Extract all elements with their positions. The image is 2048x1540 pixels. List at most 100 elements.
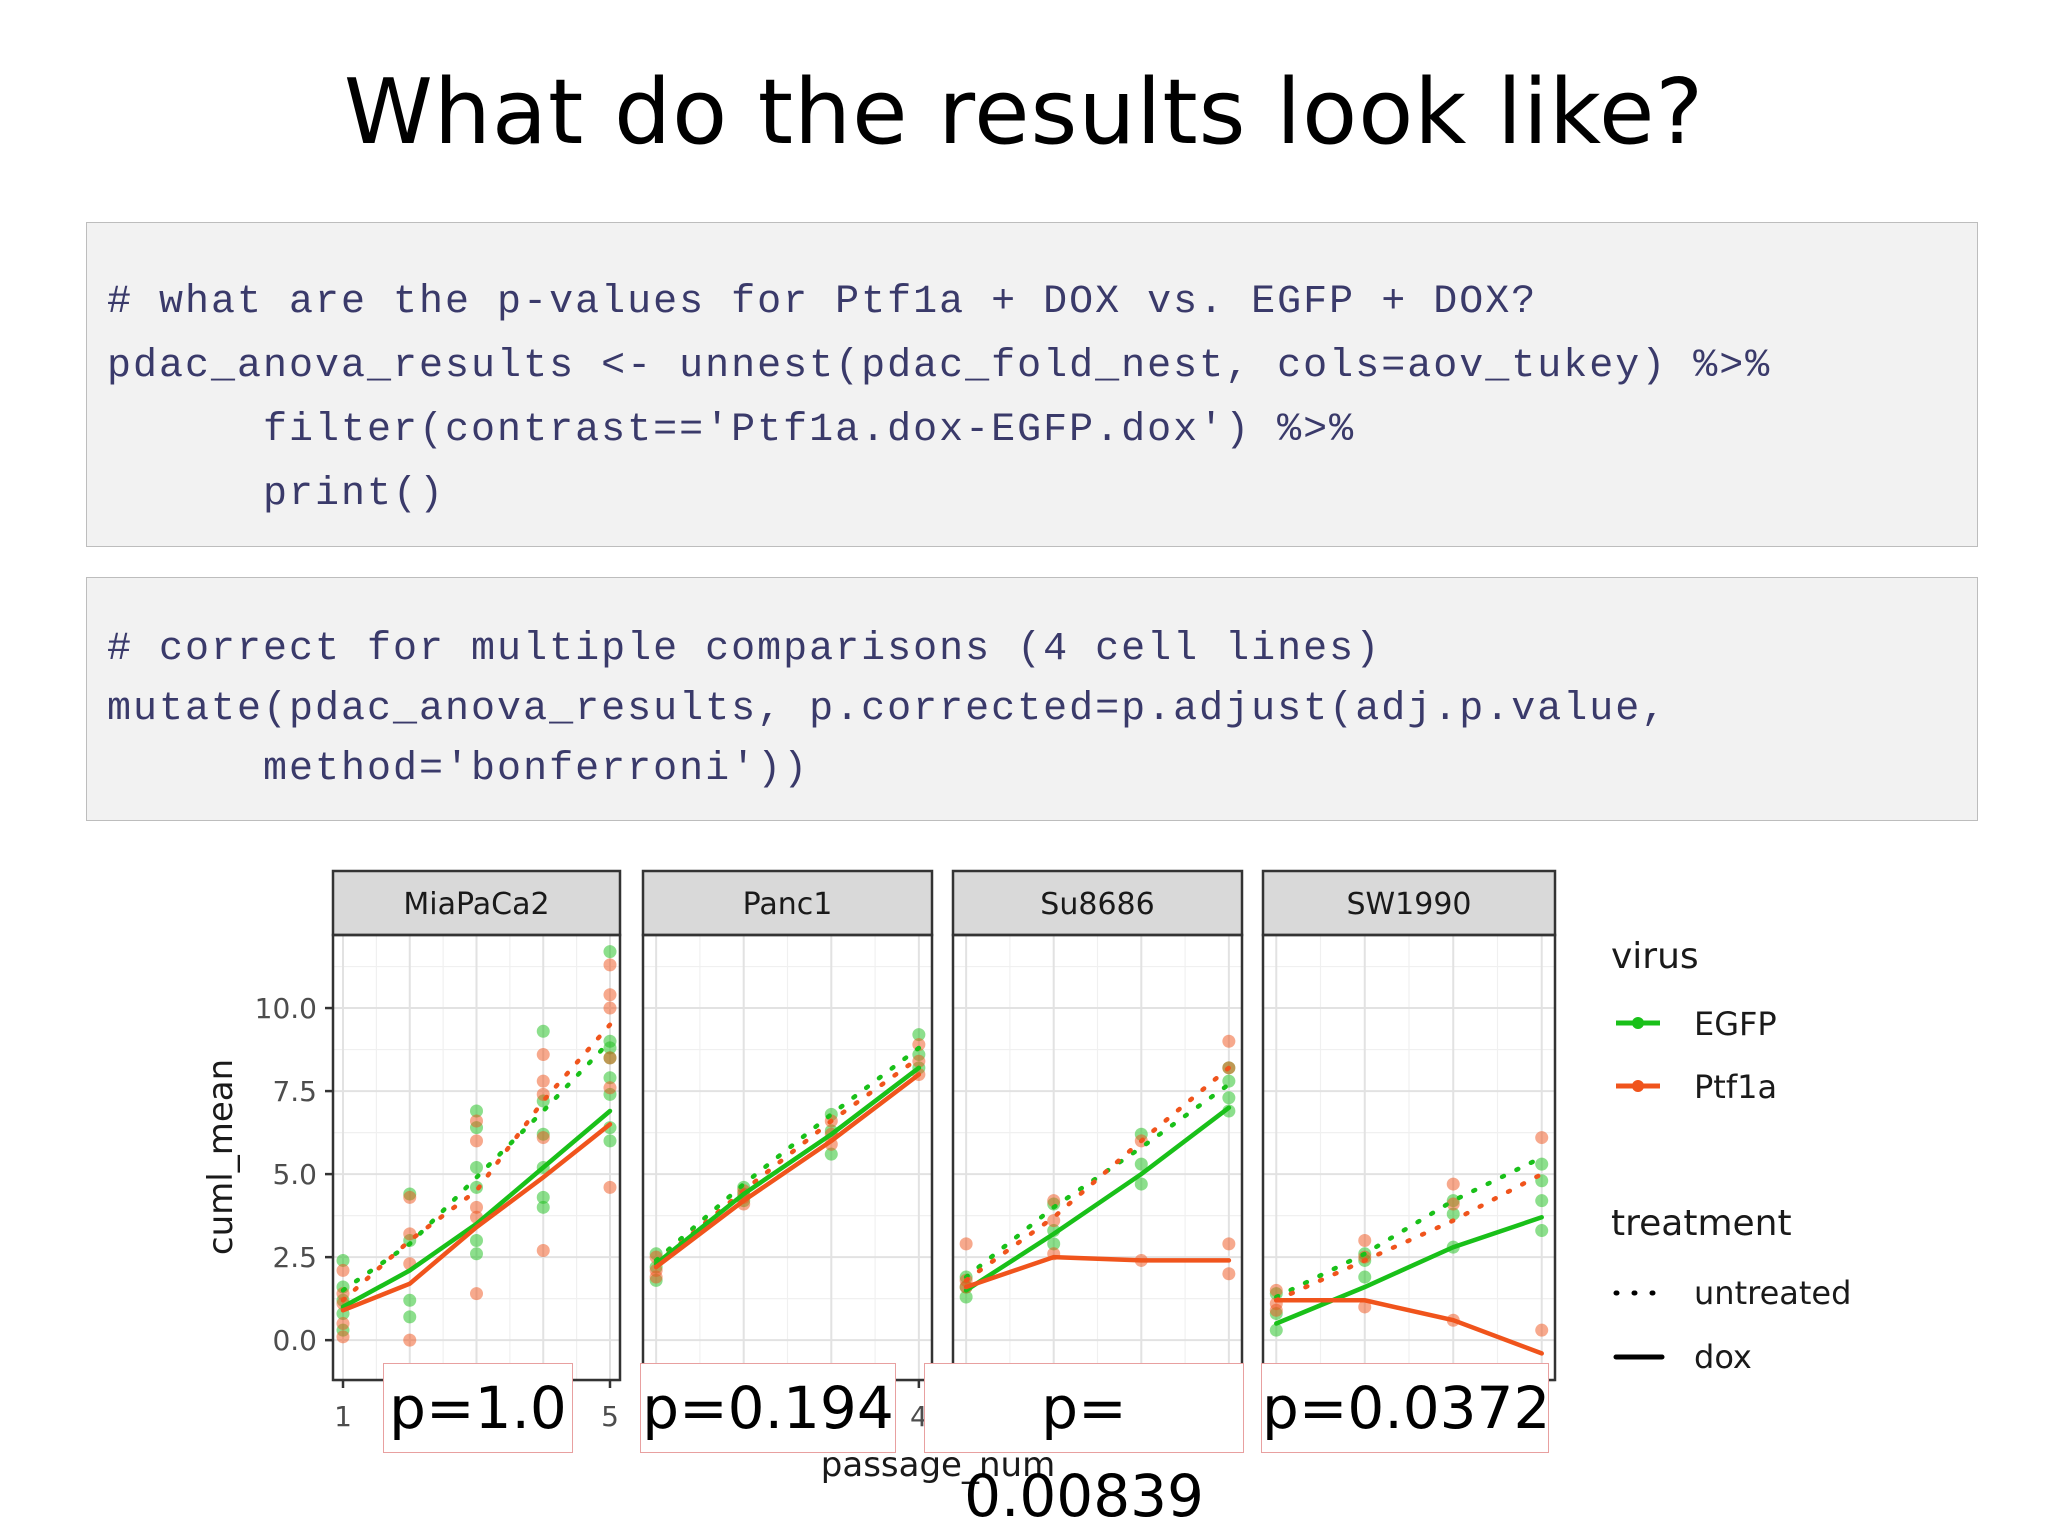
code-line: mutate(pdac_anova_results, p.corrected=p… <box>107 687 1668 732</box>
legend-item-untreated: untreated <box>1694 1274 1851 1312</box>
data-point-egfp <box>470 1247 483 1261</box>
series-line-ptf1a-dox <box>1274 1298 1544 1356</box>
data-point-egfp <box>403 1293 417 1307</box>
data-point-egfp <box>1446 1207 1460 1221</box>
facet-strip <box>331 869 622 937</box>
legend-item-egfp: EGFP <box>1694 1005 1777 1043</box>
data-point-ptf1a <box>1535 1323 1549 1337</box>
data-point-ptf1a <box>536 1048 550 1062</box>
data-point-ptf1a <box>470 1200 483 1214</box>
series-line-ptf1a-dox <box>340 1122 613 1313</box>
legend: virus EGFP Ptf1a treatment untreated dox <box>1611 936 1851 1376</box>
data-point-ptf1a <box>1269 1283 1283 1297</box>
data-point-ptf1a <box>603 1081 617 1095</box>
series-line-ptf1a-dox <box>653 1072 922 1270</box>
x-tick-label: 5 <box>601 1400 619 1433</box>
data-point-egfp <box>536 1200 550 1214</box>
data-point-egfp <box>603 1134 617 1148</box>
data-point-egfp <box>470 1160 483 1174</box>
data-point-ptf1a <box>403 1333 417 1347</box>
data-point-ptf1a <box>1222 1237 1236 1251</box>
x-tick-label: 4 <box>910 1400 928 1433</box>
code-line: print() <box>107 472 446 517</box>
data-point-ptf1a <box>470 1287 483 1301</box>
code-line: # what are the p-values for Ptf1a + DOX … <box>107 280 1538 325</box>
legend-key-point <box>1632 1017 1644 1029</box>
facet-strip-label: Su8686 <box>1040 887 1154 922</box>
data-point-ptf1a <box>1269 1303 1283 1317</box>
data-point-egfp <box>403 1310 417 1324</box>
y-tick-label: 0.0 <box>272 1324 317 1357</box>
facet-strip <box>1261 869 1557 937</box>
data-point-ptf1a <box>403 1190 417 1204</box>
data-point-ptf1a <box>470 1134 483 1148</box>
code-line: # correct for multiple comparisons (4 ce… <box>107 627 1382 672</box>
data-point-ptf1a <box>912 1054 926 1068</box>
data-point-ptf1a <box>603 1180 617 1194</box>
data-point-ptf1a <box>959 1237 973 1251</box>
y-tick-label: 2.5 <box>272 1241 317 1274</box>
data-point-egfp <box>1134 1157 1148 1171</box>
code-line: pdac_anova_results <- unnest(pdac_fold_n… <box>107 344 1772 389</box>
data-point-egfp <box>1222 1074 1236 1088</box>
data-point-egfp <box>1358 1270 1372 1284</box>
series-line-egfp-dox <box>963 1105 1232 1293</box>
data-point-egfp <box>1134 1177 1148 1191</box>
code-block-correction: # correct for multiple comparisons (4 ce… <box>86 577 1978 821</box>
y-tick-label: 5.0 <box>272 1158 317 1191</box>
data-point-ptf1a <box>603 958 617 972</box>
data-point-egfp <box>824 1147 838 1161</box>
data-point-ptf1a <box>1535 1131 1549 1145</box>
data-point-ptf1a <box>1358 1300 1372 1314</box>
code-line: filter(contrast=='Ptf1a.dox-EGFP.dox') %… <box>107 408 1356 453</box>
data-point-ptf1a <box>649 1270 663 1284</box>
data-point-ptf1a <box>336 1330 350 1344</box>
series-line-ptf1a-untreated <box>340 1022 613 1303</box>
data-point-egfp <box>536 1024 550 1038</box>
data-point-egfp <box>1269 1323 1283 1337</box>
data-point-ptf1a <box>536 1074 550 1088</box>
data-point-egfp <box>536 1190 550 1204</box>
data-point-egfp <box>1222 1091 1236 1105</box>
series-line-ptf1a-dox <box>963 1254 1232 1290</box>
data-point-egfp <box>603 945 617 959</box>
data-point-egfp <box>603 1041 617 1055</box>
series-line-ptf1a-untreated <box>1274 1171 1544 1303</box>
data-point-ptf1a <box>470 1114 483 1128</box>
facet-strip <box>641 869 934 937</box>
data-point-egfp <box>1535 1224 1549 1238</box>
legend-item-ptf1a: Ptf1a <box>1694 1068 1777 1106</box>
facet-panel-panc1: Panc1 4 <box>641 869 934 1433</box>
legend-title-virus: virus <box>1611 936 1699 977</box>
data-point-egfp <box>1535 1194 1549 1208</box>
series-line-egfp-dox <box>653 1065 922 1267</box>
code-line: method='bonferroni')) <box>107 747 810 792</box>
data-point-egfp <box>1535 1157 1549 1171</box>
code-block-pvalues: # what are the p-values for Ptf1a + DOX … <box>86 222 1978 547</box>
facet-panel-su8686: Su8686 <box>951 869 1244 1388</box>
series-line-egfp-untreated <box>1274 1155 1544 1300</box>
facet-panel-sw1990: SW1990 <box>1261 869 1557 1388</box>
data-point-egfp <box>336 1253 350 1267</box>
series-line-egfp-dox <box>340 1108 613 1310</box>
data-point-egfp <box>1047 1237 1061 1251</box>
data-point-egfp <box>470 1234 483 1248</box>
data-point-ptf1a <box>1358 1234 1372 1248</box>
y-tick-label: 7.5 <box>272 1075 317 1108</box>
series-line-egfp-untreated <box>963 1082 1232 1280</box>
series-line-egfp-untreated <box>340 1039 613 1293</box>
data-point-ptf1a <box>1446 1177 1460 1191</box>
p-value-label-miapaca2: p=1.0 <box>383 1363 573 1453</box>
data-point-ptf1a <box>336 1317 350 1331</box>
data-point-ptf1a <box>536 1243 550 1257</box>
y-tick-label: 10.0 <box>255 992 317 1025</box>
data-point-ptf1a <box>536 1131 550 1145</box>
series-line-egfp-dox <box>1274 1215 1544 1326</box>
data-point-egfp <box>470 1104 483 1118</box>
data-point-ptf1a <box>1222 1267 1236 1281</box>
y-axis-title: cuml_mean <box>201 1059 241 1255</box>
legend-item-dox: dox <box>1694 1338 1752 1376</box>
facet-strip-label: Panc1 <box>743 887 833 922</box>
data-point-ptf1a <box>1222 1034 1236 1048</box>
data-point-ptf1a <box>336 1263 350 1277</box>
